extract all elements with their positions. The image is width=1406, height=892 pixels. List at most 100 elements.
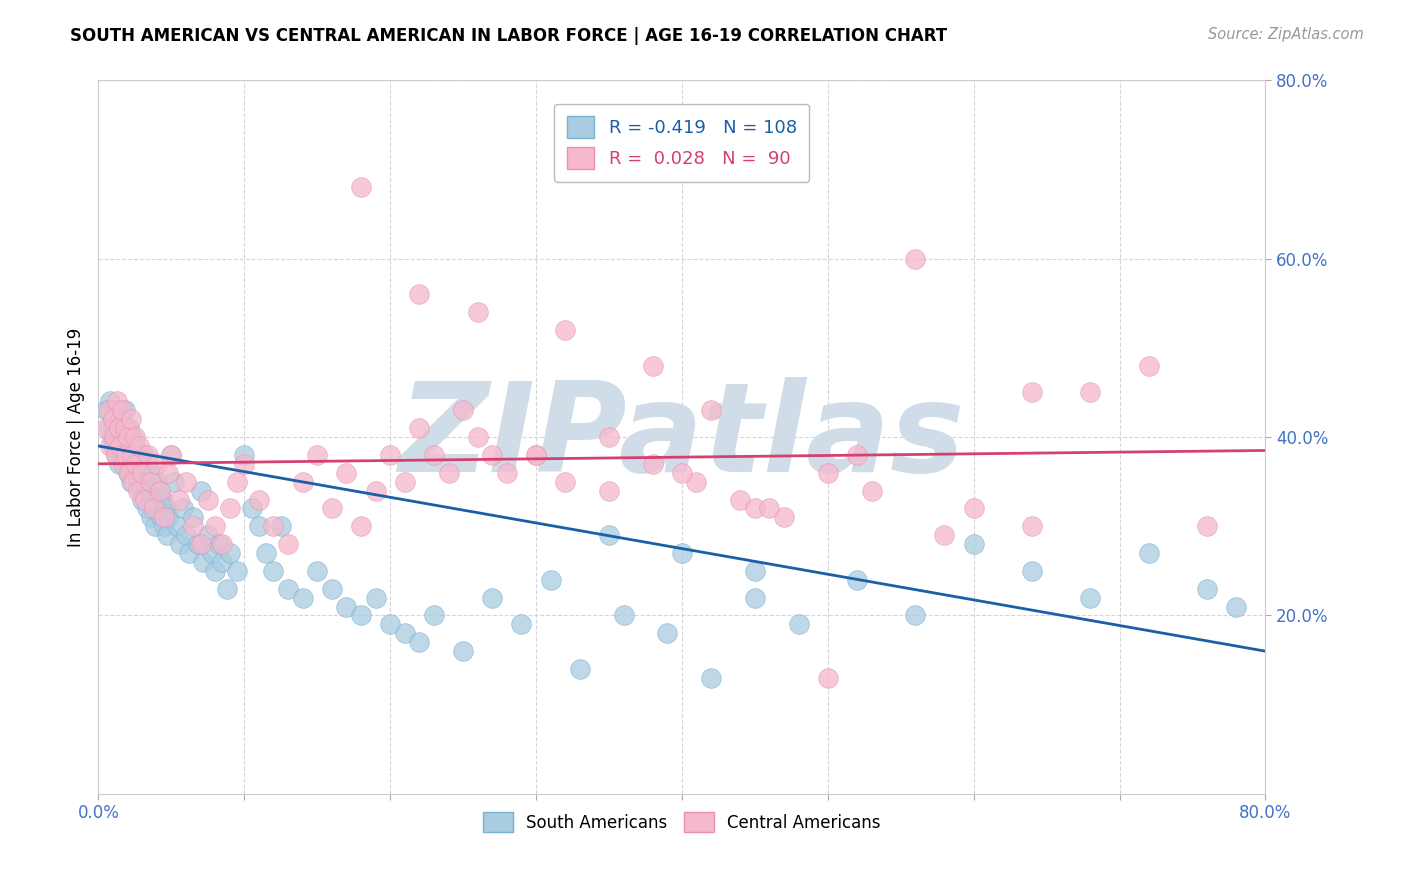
Point bbox=[197, 492, 219, 507]
Point bbox=[1137, 546, 1160, 560]
Point bbox=[437, 466, 460, 480]
Point bbox=[773, 510, 796, 524]
Point bbox=[124, 430, 146, 444]
Point bbox=[100, 430, 122, 444]
Point bbox=[350, 180, 373, 194]
Point bbox=[169, 537, 191, 551]
Point bbox=[114, 430, 136, 444]
Point bbox=[524, 448, 547, 462]
Point bbox=[139, 475, 162, 489]
Point bbox=[568, 662, 591, 676]
Point bbox=[204, 564, 226, 578]
Point bbox=[215, 582, 238, 596]
Point bbox=[321, 582, 343, 596]
Point bbox=[120, 412, 142, 426]
Point bbox=[744, 501, 766, 516]
Point bbox=[423, 608, 446, 623]
Point bbox=[758, 501, 780, 516]
Point bbox=[127, 475, 149, 489]
Point bbox=[394, 626, 416, 640]
Point bbox=[134, 475, 156, 489]
Point bbox=[904, 252, 927, 266]
Point bbox=[134, 492, 156, 507]
Point bbox=[1225, 599, 1247, 614]
Point bbox=[467, 305, 489, 319]
Point bbox=[117, 439, 139, 453]
Point bbox=[111, 421, 134, 435]
Point bbox=[641, 457, 664, 471]
Point bbox=[135, 501, 157, 516]
Point bbox=[204, 519, 226, 533]
Point bbox=[124, 466, 146, 480]
Point bbox=[114, 403, 136, 417]
Point bbox=[143, 519, 166, 533]
Point bbox=[136, 457, 159, 471]
Point bbox=[554, 323, 576, 337]
Point bbox=[110, 412, 132, 426]
Point bbox=[481, 448, 503, 462]
Point bbox=[904, 608, 927, 623]
Point bbox=[149, 483, 172, 498]
Point bbox=[98, 394, 121, 409]
Point bbox=[934, 528, 956, 542]
Point bbox=[201, 546, 224, 560]
Point bbox=[160, 448, 183, 462]
Point bbox=[671, 466, 693, 480]
Point bbox=[120, 448, 142, 462]
Point bbox=[262, 564, 284, 578]
Point bbox=[103, 430, 125, 444]
Point bbox=[103, 421, 125, 435]
Point bbox=[554, 475, 576, 489]
Point bbox=[1021, 564, 1043, 578]
Point bbox=[291, 591, 314, 605]
Point bbox=[153, 519, 176, 533]
Point bbox=[115, 457, 138, 471]
Point bbox=[111, 403, 134, 417]
Point bbox=[350, 608, 373, 623]
Point bbox=[125, 448, 148, 462]
Point bbox=[364, 591, 387, 605]
Point bbox=[307, 564, 329, 578]
Point bbox=[129, 483, 152, 498]
Point bbox=[1021, 519, 1043, 533]
Point bbox=[122, 457, 145, 471]
Point bbox=[97, 421, 120, 435]
Point bbox=[423, 448, 446, 462]
Point bbox=[226, 475, 249, 489]
Point bbox=[846, 448, 869, 462]
Point bbox=[128, 439, 150, 453]
Point bbox=[524, 448, 547, 462]
Point bbox=[155, 501, 177, 516]
Point bbox=[122, 475, 145, 489]
Point bbox=[240, 501, 263, 516]
Point bbox=[105, 403, 128, 417]
Point bbox=[247, 519, 270, 533]
Point bbox=[218, 546, 240, 560]
Point bbox=[105, 394, 128, 409]
Point bbox=[380, 617, 402, 632]
Point bbox=[117, 430, 139, 444]
Point bbox=[174, 528, 197, 542]
Point bbox=[146, 475, 169, 489]
Point bbox=[131, 492, 153, 507]
Point bbox=[364, 483, 387, 498]
Point bbox=[860, 483, 883, 498]
Point bbox=[211, 537, 233, 551]
Point bbox=[114, 421, 136, 435]
Point bbox=[167, 492, 190, 507]
Point bbox=[101, 439, 124, 453]
Point bbox=[108, 457, 131, 471]
Point bbox=[598, 430, 620, 444]
Point bbox=[190, 483, 212, 498]
Point bbox=[335, 599, 357, 614]
Point bbox=[149, 483, 172, 498]
Point bbox=[112, 457, 135, 471]
Text: ZIPatlas: ZIPatlas bbox=[399, 376, 965, 498]
Point bbox=[291, 475, 314, 489]
Point bbox=[97, 403, 120, 417]
Point bbox=[598, 483, 620, 498]
Point bbox=[817, 671, 839, 685]
Point bbox=[115, 448, 138, 462]
Point bbox=[481, 591, 503, 605]
Point bbox=[700, 403, 723, 417]
